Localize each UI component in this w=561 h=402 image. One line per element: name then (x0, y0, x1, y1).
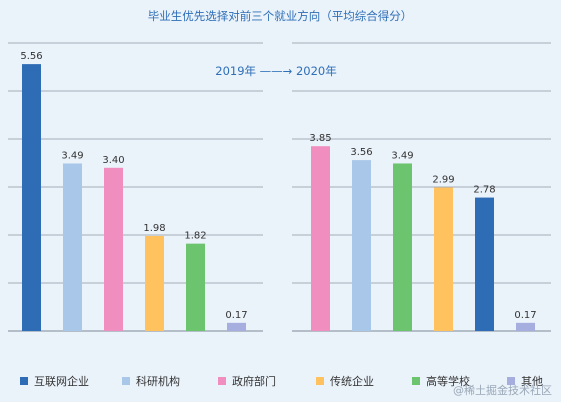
data-label: 0.17 (225, 310, 247, 321)
legend-label: 互联网企业 (34, 374, 89, 388)
bar (22, 64, 41, 332)
watermark: @稀土掘金技术社区 (453, 383, 552, 397)
data-label: 2.99 (432, 174, 454, 185)
legend-label: 其他 (521, 375, 543, 388)
bar (63, 163, 82, 331)
bar (227, 322, 246, 331)
legend-label: 科研机构 (136, 374, 180, 388)
legend-swatch (507, 377, 515, 385)
data-label: 3.85 (309, 133, 331, 144)
bar (186, 243, 205, 331)
data-label: 2.78 (473, 185, 495, 196)
bar (516, 322, 535, 331)
bar (104, 167, 123, 331)
data-label: 1.82 (184, 231, 206, 242)
data-label: 0.17 (514, 310, 536, 321)
legend: 互联网企业 科研机构 政府部门 传统企业 高等学校 其他 (20, 374, 543, 388)
data-label: 1.98 (143, 223, 165, 234)
data-label: 3.56 (350, 147, 372, 158)
chart-title: 毕业生优先选择对前三个就业方向（平均综合得分） (148, 9, 413, 23)
legend-swatch (20, 377, 28, 385)
data-label: 5.56 (20, 51, 42, 62)
legend-swatch (218, 377, 226, 385)
legend-swatch (122, 377, 130, 385)
bar (393, 163, 412, 331)
bar (352, 160, 371, 331)
data-label: 3.49 (61, 150, 83, 161)
legend-label: 政府部门 (232, 374, 276, 388)
bar (434, 187, 453, 331)
bar (311, 146, 330, 331)
legend-swatch (412, 377, 420, 385)
legend-label: 传统企业 (330, 374, 374, 388)
bar (475, 197, 494, 331)
data-label: 3.49 (391, 150, 413, 161)
data-labels: 5.56 3.49 3.40 1.98 1.82 0.17 3.85 3.56 3.49 2.99… (20, 51, 536, 321)
data-label: 3.40 (102, 155, 124, 166)
gridlines (8, 42, 551, 332)
bars (22, 64, 535, 332)
legend-label: 高等学校 (426, 374, 470, 388)
legend-swatch (316, 377, 324, 385)
period-annotation: 2019年 ——→ 2020年 (215, 64, 336, 78)
bar (145, 235, 164, 331)
